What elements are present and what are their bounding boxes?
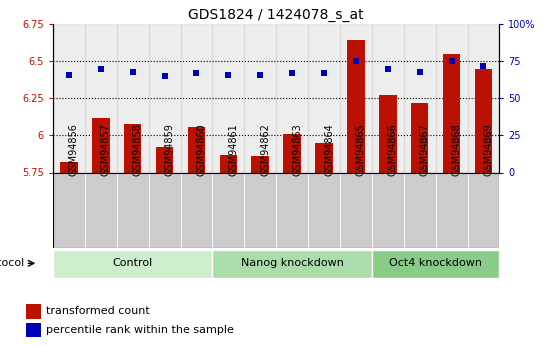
- Bar: [340, 24, 372, 172]
- Text: GSM94867: GSM94867: [420, 124, 430, 176]
- Bar: [244, 24, 276, 172]
- Bar: [347, 40, 365, 172]
- Bar: [372, 24, 404, 172]
- Bar: [213, 24, 244, 172]
- Bar: [85, 24, 117, 172]
- Bar: [181, 24, 213, 172]
- Bar: [411, 103, 429, 172]
- Text: GSM94868: GSM94868: [451, 124, 461, 176]
- Bar: [443, 54, 460, 172]
- Text: GSM94864: GSM94864: [324, 124, 334, 176]
- Point: [288, 70, 297, 76]
- Point: [128, 69, 137, 75]
- Text: GSM94863: GSM94863: [292, 124, 302, 176]
- Bar: [372, 250, 499, 278]
- Text: GSM94862: GSM94862: [260, 124, 270, 176]
- Bar: [124, 124, 142, 172]
- Bar: [213, 250, 372, 278]
- Bar: [117, 24, 148, 172]
- Bar: [26, 304, 41, 319]
- Text: transformed count: transformed count: [46, 306, 150, 316]
- Text: protocol: protocol: [0, 258, 24, 268]
- Text: percentile rank within the sample: percentile rank within the sample: [46, 325, 234, 335]
- Point: [160, 73, 169, 79]
- Bar: [436, 24, 468, 172]
- Text: GSM94858: GSM94858: [133, 124, 143, 176]
- Bar: [53, 24, 85, 172]
- Bar: [181, 172, 213, 248]
- Text: GSM94860: GSM94860: [196, 124, 206, 176]
- Bar: [379, 95, 397, 172]
- Point: [479, 63, 488, 68]
- Bar: [404, 24, 436, 172]
- Point: [320, 70, 329, 76]
- Bar: [60, 162, 78, 172]
- Bar: [252, 156, 269, 172]
- Bar: [244, 172, 276, 248]
- Bar: [92, 118, 109, 172]
- Point: [192, 70, 201, 76]
- Text: GSM94861: GSM94861: [228, 124, 238, 176]
- Bar: [276, 172, 308, 248]
- Bar: [475, 69, 492, 172]
- Text: GSM94859: GSM94859: [165, 124, 175, 176]
- Text: Oct4 knockdown: Oct4 knockdown: [389, 258, 482, 268]
- Text: Nanog knockdown: Nanog knockdown: [240, 258, 344, 268]
- Bar: [308, 172, 340, 248]
- Bar: [148, 24, 181, 172]
- Point: [383, 66, 392, 71]
- Bar: [26, 323, 41, 337]
- Bar: [308, 24, 340, 172]
- Point: [224, 72, 233, 77]
- Bar: [148, 172, 181, 248]
- Bar: [283, 134, 301, 172]
- Bar: [220, 155, 237, 172]
- Bar: [468, 172, 499, 248]
- Text: GSM94865: GSM94865: [356, 124, 366, 176]
- Point: [97, 66, 105, 71]
- Bar: [213, 172, 244, 248]
- Bar: [53, 250, 213, 278]
- Bar: [468, 24, 499, 172]
- Title: GDS1824 / 1424078_s_at: GDS1824 / 1424078_s_at: [189, 8, 364, 22]
- Text: Control: Control: [113, 258, 153, 268]
- Bar: [85, 172, 117, 248]
- Text: GSM94857: GSM94857: [101, 123, 111, 176]
- Point: [352, 58, 360, 64]
- Text: GSM94856: GSM94856: [69, 124, 79, 176]
- Bar: [315, 143, 333, 172]
- Bar: [340, 172, 372, 248]
- Bar: [187, 127, 205, 172]
- Bar: [436, 172, 468, 248]
- Bar: [276, 24, 308, 172]
- Point: [65, 72, 74, 77]
- Bar: [156, 147, 174, 172]
- Bar: [404, 172, 436, 248]
- Text: GSM94869: GSM94869: [483, 124, 493, 176]
- Text: GSM94866: GSM94866: [388, 124, 398, 176]
- Bar: [53, 172, 85, 248]
- Point: [447, 58, 456, 64]
- Bar: [372, 172, 404, 248]
- Point: [256, 72, 264, 77]
- Point: [415, 69, 424, 75]
- Bar: [117, 172, 148, 248]
